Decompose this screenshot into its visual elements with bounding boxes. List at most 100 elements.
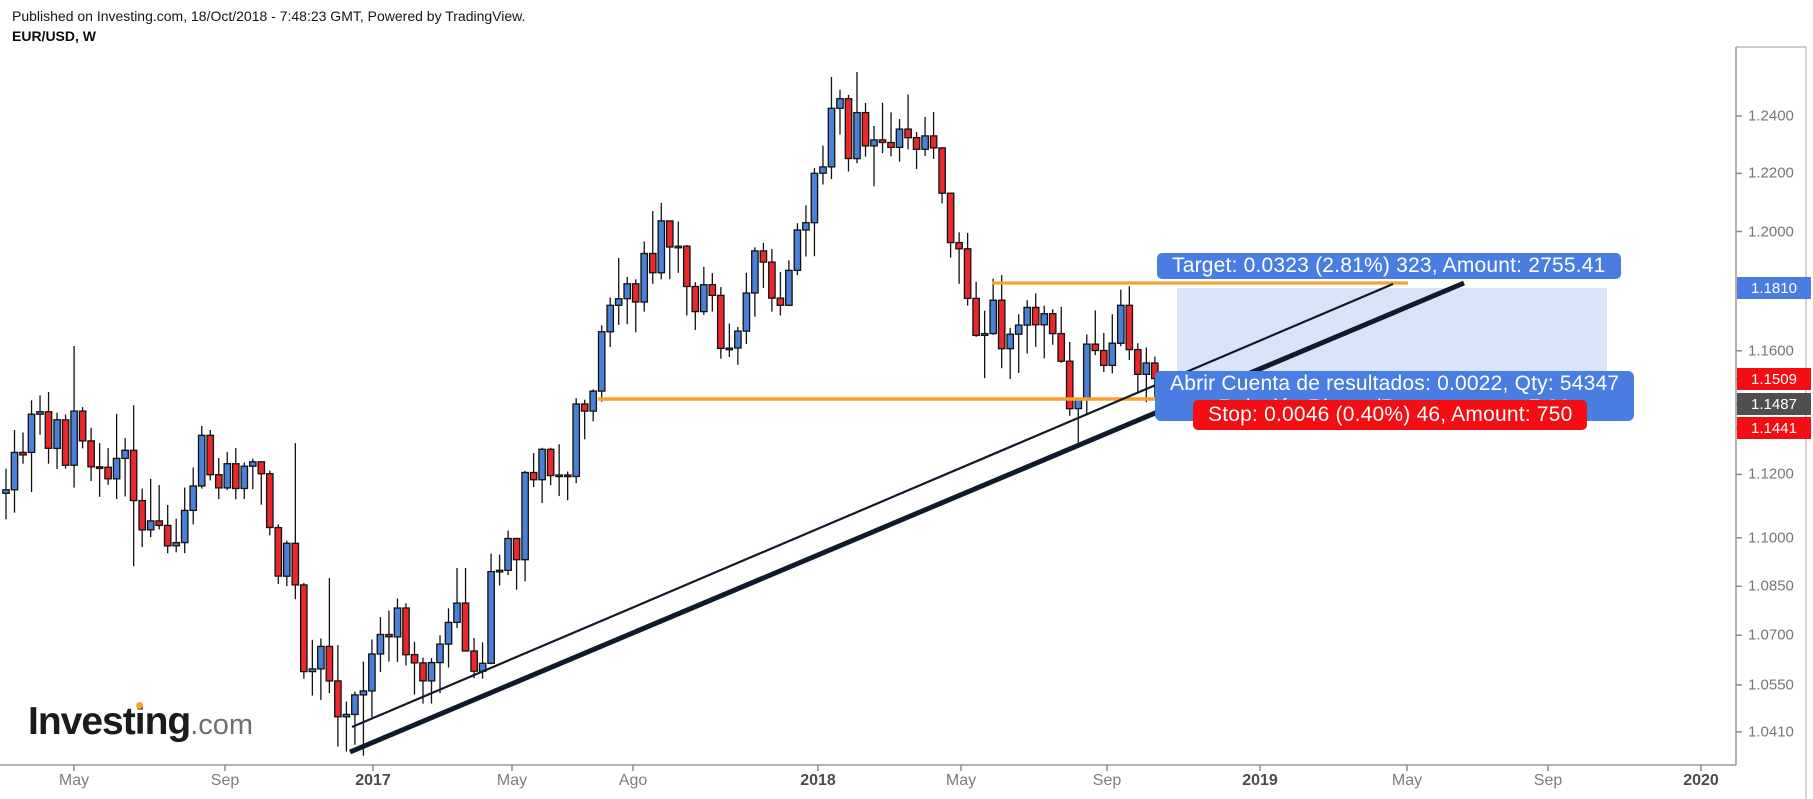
candle-up xyxy=(538,448,546,481)
time-tick-label: 2018 xyxy=(800,772,836,789)
candle-up xyxy=(27,413,36,454)
candle-up xyxy=(870,139,878,147)
candle-up xyxy=(674,245,683,249)
candle-up xyxy=(521,471,529,561)
stop-label[interactable]: Stop: 0.0046 (0.40%) 46, Amount: 750 xyxy=(1193,400,1588,430)
candle-down xyxy=(648,252,657,274)
time-tick-label: Ago xyxy=(618,772,648,789)
candle-down xyxy=(325,645,334,682)
candle-down xyxy=(938,147,946,194)
candle-up xyxy=(1040,313,1049,326)
candle-up xyxy=(453,602,461,624)
target-label[interactable]: Target: 0.0323 (2.81%) 323, Amount: 2755… xyxy=(1157,253,1621,279)
candle-up xyxy=(1023,306,1032,326)
candle-down xyxy=(887,141,895,149)
candle-up xyxy=(317,645,325,670)
trendline-thin[interactable] xyxy=(351,282,1394,729)
candle-down xyxy=(716,294,725,350)
candle-up xyxy=(623,283,632,300)
candle-up xyxy=(819,166,827,174)
price-tick-label: 1.1600 xyxy=(1748,342,1794,360)
time-tick-label: 2017 xyxy=(355,772,391,789)
candle-up xyxy=(742,292,751,332)
candle-up xyxy=(1006,333,1015,350)
time-tick-label: Sep xyxy=(210,772,240,789)
candle-down xyxy=(1150,362,1159,380)
logo-orange-dot-i: i xyxy=(134,700,146,743)
last-price-axis-chip: 1.1509 xyxy=(1737,368,1811,390)
candle-down xyxy=(1125,304,1134,351)
candle-up xyxy=(282,542,291,577)
candle-up xyxy=(240,465,249,490)
candle-down xyxy=(206,434,215,476)
candle-down xyxy=(1057,332,1066,362)
candle-down xyxy=(759,250,768,263)
candle-up xyxy=(1082,343,1091,401)
candle-up xyxy=(504,537,512,571)
candle-down xyxy=(912,136,921,150)
candle-up xyxy=(980,332,989,337)
candle-up xyxy=(189,485,198,512)
candle-down xyxy=(104,466,112,480)
candle-down xyxy=(691,285,700,313)
candle-down xyxy=(904,128,912,139)
candle-down xyxy=(155,520,164,527)
candle-up xyxy=(853,111,861,160)
candle-up xyxy=(793,229,802,272)
candle-down xyxy=(291,542,300,586)
candle-up xyxy=(36,411,44,415)
candle-down xyxy=(929,135,938,149)
candle-down xyxy=(265,473,274,529)
time-tick-label: May xyxy=(1391,772,1423,789)
candle-up xyxy=(487,570,495,664)
candle-down xyxy=(1065,360,1074,410)
candle-up xyxy=(802,222,810,231)
time-tick-label: May xyxy=(945,772,977,789)
candle-down xyxy=(1133,348,1142,375)
price-tick-label: 1.1200 xyxy=(1748,465,1794,483)
candle-up xyxy=(359,690,368,696)
candle-down xyxy=(163,524,172,547)
price-tick-label: 1.0700 xyxy=(1748,626,1794,644)
candle-down xyxy=(1099,349,1108,367)
candle-down xyxy=(580,403,589,412)
candle-down xyxy=(299,584,308,673)
candle-down xyxy=(844,98,853,160)
time-tick-label: 2019 xyxy=(1242,772,1278,789)
price-tick-label: 1.0410 xyxy=(1748,723,1794,741)
price-tick-label: 1.1000 xyxy=(1748,529,1794,547)
candle-up xyxy=(1142,362,1151,375)
candle-up xyxy=(555,474,563,478)
candle-up xyxy=(597,331,606,392)
candle-up xyxy=(572,403,581,478)
candle-up xyxy=(827,107,836,168)
candle-down xyxy=(214,474,223,489)
candle-down xyxy=(461,602,470,652)
price-tick-label: 1.0550 xyxy=(1748,676,1794,694)
candle-down xyxy=(546,448,555,477)
candle-down xyxy=(955,241,963,250)
candle-down xyxy=(334,680,342,718)
candle-up xyxy=(180,509,189,544)
candle-down xyxy=(78,410,87,442)
candle-up xyxy=(248,461,257,467)
candle-up xyxy=(495,569,504,573)
candle-up xyxy=(725,347,734,351)
logo-tld: .com xyxy=(190,709,254,741)
candle-down xyxy=(512,537,521,561)
stop-price-axis-chip: 1.1441 xyxy=(1737,417,1811,439)
candle-up xyxy=(1108,342,1117,367)
candle-up xyxy=(436,643,444,664)
candle-down xyxy=(470,650,478,672)
candle-up xyxy=(53,419,61,450)
price-tick-label: 1.2200 xyxy=(1748,164,1794,182)
trendline-thick[interactable] xyxy=(349,280,1465,755)
time-tick-label: Sep xyxy=(1533,772,1563,789)
candle-down xyxy=(768,261,776,299)
time-tick-label: May xyxy=(496,772,528,789)
candle-down xyxy=(44,411,53,449)
candle-up xyxy=(197,434,206,487)
target-price-axis-chip: 1.1810 xyxy=(1737,277,1811,299)
candle-up xyxy=(589,390,598,412)
